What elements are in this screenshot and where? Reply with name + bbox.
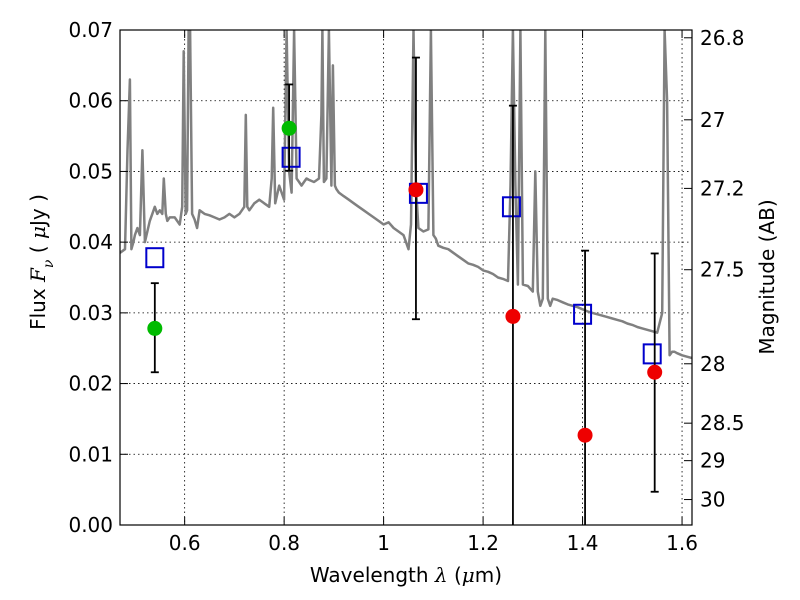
observed-circle-marker [505,308,521,324]
magnitude-axis-label: Magnitude (AB) [755,199,779,354]
magnitude-tick-label: 29 [700,449,725,473]
magnitude-tick-label: 27.5 [700,258,745,282]
model-square-marker [145,247,165,269]
x-axis-label: Wavelength λ (μm) [310,563,502,587]
data-markers [145,56,663,525]
y-tick-label: 0.03 [68,301,113,325]
y-axis-ticks: 0.00 0.01 0.02 0.03 0.04 0.05 0.06 0.07 [68,18,128,537]
y-tick-label: 0.04 [68,230,113,254]
magnitude-tick-label: 26.8 [700,26,745,50]
x-tick-label: 1.4 [567,531,599,555]
x-tick-label: 1 [377,531,390,555]
model-square-marker [573,303,593,325]
observed-circle-marker [147,320,163,336]
observed-circle-marker [281,120,297,136]
observed-circle-marker [408,182,424,198]
x-tick-label: 1.2 [467,531,499,555]
model-square-marker [281,146,301,168]
model-square-marker [642,343,662,365]
magnitude-tick-label: 27.2 [700,176,745,200]
magnitude-axis-ticks: 26.8 27 27.2 27.5 28 28.5 29 30 [684,26,745,512]
magnitude-tick-label: 30 [700,488,725,512]
x-tick-label: 1.6 [666,531,698,555]
model-square-marker [501,196,521,218]
y-tick-label: 0.05 [68,159,113,183]
observed-circle-marker [577,427,593,443]
observed-circle-marker [647,364,663,380]
x-tick-label: 0.8 [268,531,300,555]
x-tick-label: 0.6 [169,531,201,555]
magnitude-tick-label: 28 [700,352,725,376]
y-tick-label: 0.00 [68,513,113,537]
y-tick-label: 0.06 [68,89,113,113]
y-tick-label: 0.02 [68,372,113,396]
y-axis-label: Flux Fν ( μJy ) [26,194,57,330]
plot-frame [119,29,693,526]
y-tick-label: 0.01 [68,442,113,466]
magnitude-tick-label: 28.5 [700,411,745,435]
x-axis-ticks: 0.6 0.8 1 1.2 1.4 1.6 [169,30,698,555]
magnitude-tick-label: 27 [700,108,725,132]
y-tick-label: 0.07 [68,18,113,42]
